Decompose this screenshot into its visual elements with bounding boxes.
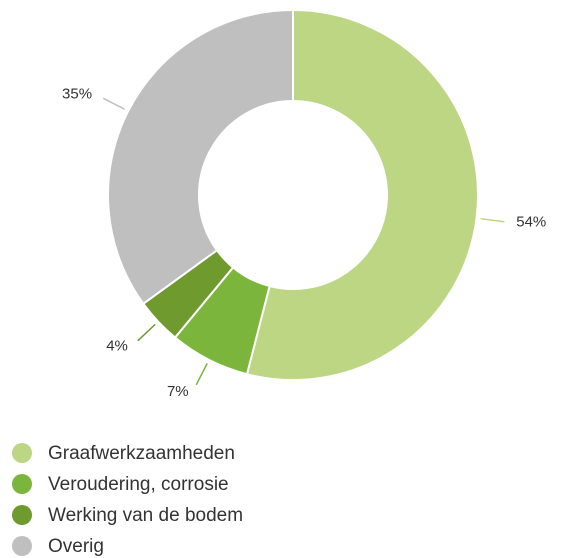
legend-label: Graafwerkzaamheden bbox=[48, 443, 235, 464]
data-label: 7% bbox=[167, 383, 189, 400]
legend-swatch bbox=[12, 536, 32, 556]
leader-line bbox=[195, 363, 208, 386]
leader-line bbox=[102, 97, 125, 110]
data-label: 54% bbox=[516, 214, 546, 231]
slice bbox=[107, 8, 294, 306]
legend-swatch bbox=[12, 443, 32, 463]
data-label: 4% bbox=[106, 337, 128, 354]
slice bbox=[245, 8, 479, 381]
leader-line bbox=[137, 323, 156, 342]
legend-swatch bbox=[12, 474, 32, 494]
data-label: 35% bbox=[62, 86, 92, 103]
legend-swatch bbox=[12, 505, 32, 525]
leader-line bbox=[480, 217, 505, 223]
legend-label: Werking van de bodem bbox=[48, 505, 243, 526]
legend-label: Veroudering, corrosie bbox=[48, 474, 229, 495]
legend-label: Overig bbox=[48, 536, 104, 557]
